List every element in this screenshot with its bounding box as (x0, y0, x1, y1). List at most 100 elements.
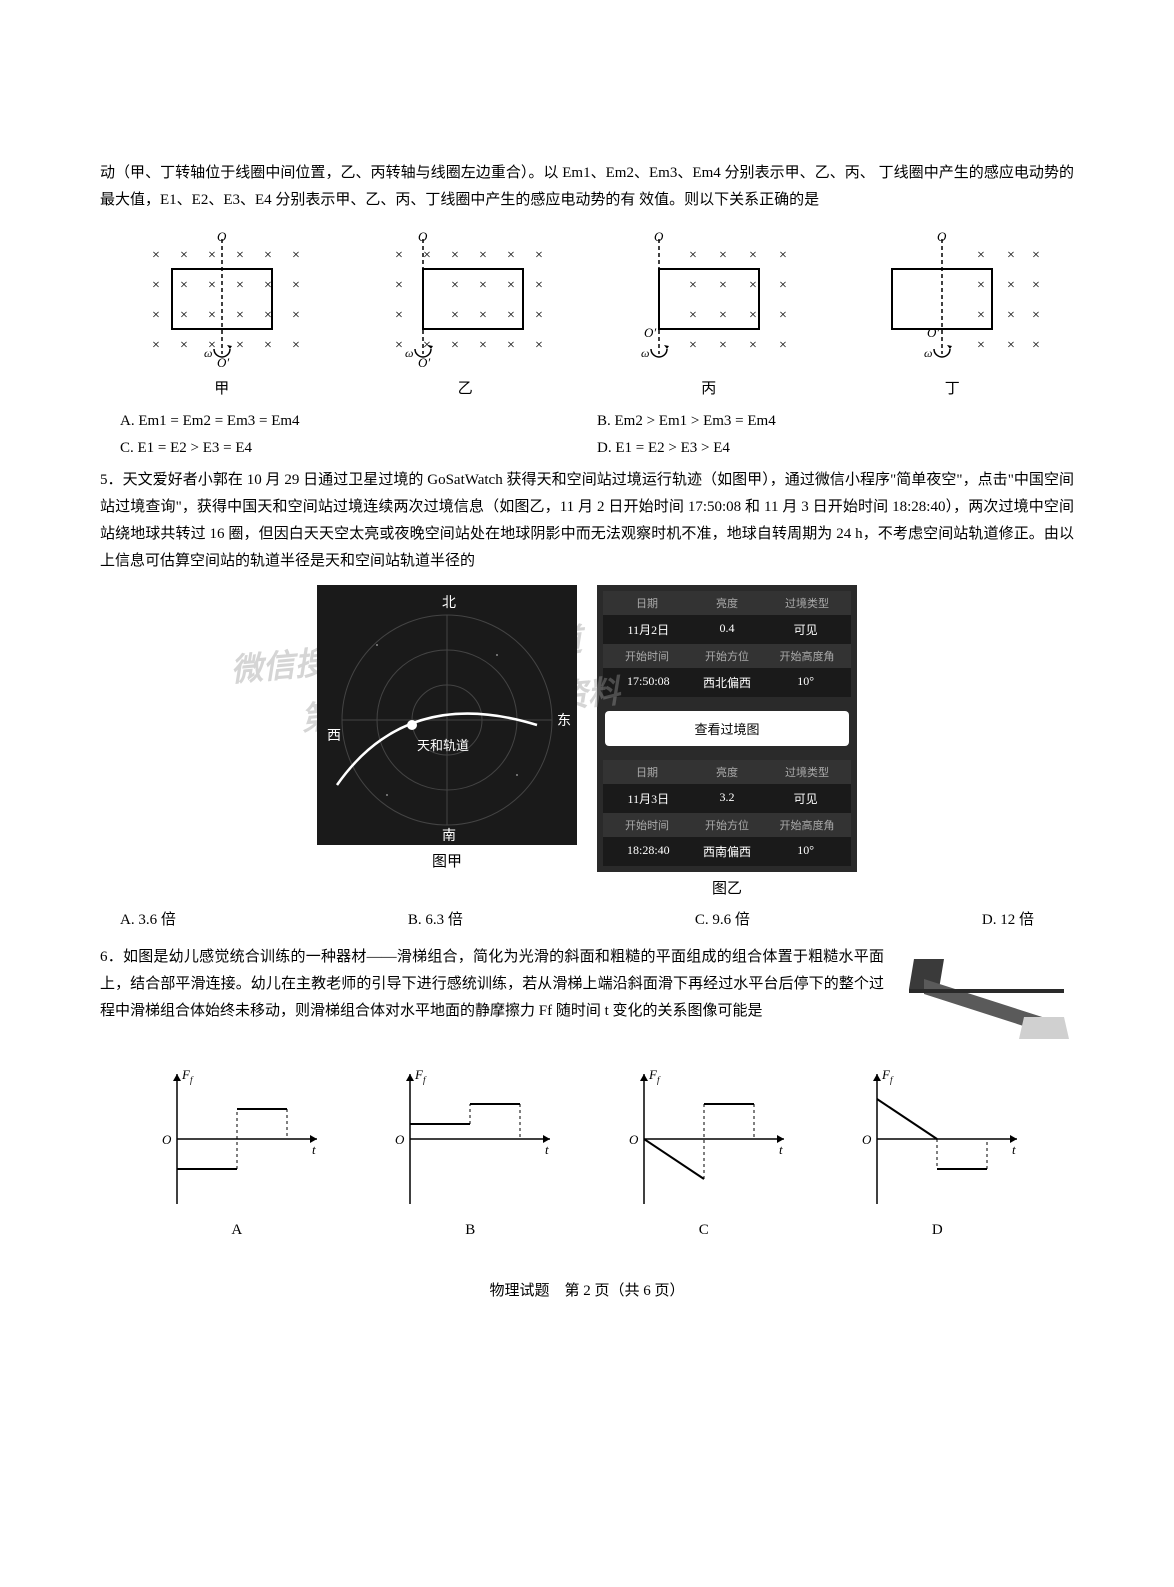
svg-text:f: f (890, 1075, 894, 1085)
svg-text:×: × (779, 338, 787, 353)
graph-d-svg: O Ff t (847, 1064, 1027, 1214)
svg-text:×: × (236, 278, 244, 293)
graph-c-label: C (699, 1222, 709, 1239)
svg-text:×: × (719, 308, 727, 323)
svg-text:×: × (479, 248, 487, 263)
svg-text:×: × (1032, 338, 1040, 353)
svg-text:t: t (312, 1142, 316, 1157)
svg-text:×: × (292, 338, 300, 353)
svg-text:×: × (1007, 248, 1015, 263)
graph-c: O Ff t C (614, 1064, 794, 1239)
svg-text:×: × (152, 338, 160, 353)
svg-text:ω: ω (405, 346, 413, 360)
svg-text:×: × (689, 338, 697, 353)
table4-header: 开始时间 开始方位 开始高度角 (603, 813, 851, 837)
svg-text:×: × (719, 338, 727, 353)
svg-text:O: O (162, 1132, 172, 1147)
svg-text:×: × (719, 278, 727, 293)
data-tables: 日期 亮度 过境类型 11月2日 0.4 可见 开始时间 开始方位 开始高度角 (597, 585, 857, 872)
q6-text: 6．如图是幼儿感觉统合训练的一种器材——滑梯组合，简化为光滑的斜面和粗糙的平面组… (100, 944, 884, 1049)
graph-b: O Ff t B (380, 1064, 560, 1239)
graph-b-label: B (465, 1222, 475, 1239)
svg-text:O′: O′ (644, 325, 656, 340)
svg-text:×: × (749, 338, 757, 353)
svg-text:×: × (1007, 338, 1015, 353)
q5-opt-d: D. 12 倍 (982, 908, 1034, 929)
graph-a-svg: O Ff t (147, 1064, 327, 1214)
svg-text:×: × (292, 308, 300, 323)
svg-text:西: 西 (327, 729, 341, 744)
svg-text:×: × (689, 308, 697, 323)
caption-yi: 图乙 (712, 877, 742, 898)
svg-text:×: × (264, 338, 272, 353)
svg-text:×: × (264, 308, 272, 323)
satellite-section: 北 南 东 西 天和轨道 图甲 日期 亮度 过境类型 (100, 585, 1074, 898)
svg-text:f: f (423, 1075, 427, 1085)
svg-text:t: t (1012, 1142, 1016, 1157)
svg-text:×: × (451, 248, 459, 263)
q5-text: 5．天文爱好者小郭在 10 月 29 日通过卫星过境的 GoSatWatch 获… (100, 467, 1074, 575)
svg-text:×: × (977, 308, 985, 323)
svg-text:×: × (264, 278, 272, 293)
q4-opt-c: C. E1 = E2 > E3 = E4 (120, 435, 597, 462)
svg-text:×: × (779, 248, 787, 263)
q5-options: A. 3.6 倍 B. 6.3 倍 C. 9.6 倍 D. 12 倍 (120, 908, 1034, 929)
diagram-yi: ×××××× ×× ××× ×× ××× ×××××× O O′ ω 乙 (375, 229, 555, 398)
label-bing: 丙 (701, 377, 716, 398)
svg-text:×: × (395, 338, 403, 353)
table2-header: 开始时间 开始方位 开始高度角 (603, 644, 851, 668)
svg-text:×: × (749, 248, 757, 263)
svg-text:×: × (180, 338, 188, 353)
svg-text:O: O (937, 229, 947, 244)
svg-text:f: f (657, 1075, 661, 1085)
view-transit-button[interactable]: 查看过境图 (605, 711, 849, 746)
svg-text:ω: ω (641, 346, 649, 360)
svg-text:天和轨道: 天和轨道 (417, 738, 469, 753)
svg-text:×: × (264, 248, 272, 263)
svg-text:×: × (208, 308, 216, 323)
svg-text:北: 北 (442, 595, 456, 611)
table2-row: 17:50:08 西北偏西 10° (603, 668, 851, 697)
graph-c-svg: O Ff t (614, 1064, 794, 1214)
svg-text:×: × (479, 308, 487, 323)
q4-opt-b: B. Em2 > Em1 > Em3 = Em4 (597, 408, 1074, 435)
svg-text:×: × (423, 248, 431, 263)
graph-d: O Ff t D (847, 1064, 1027, 1239)
page-content: 动（甲、丁转轴位于线圈中间位置，乙、丙转轴与线圈左边重合）。以 Em1、Em2、… (0, 0, 1174, 1360)
diagram-ding: ××× ××× ××× ××× O O′ ω 丁 (862, 229, 1042, 398)
svg-text:×: × (152, 278, 160, 293)
graph-b-svg: O Ff t (380, 1064, 560, 1214)
svg-text:O: O (418, 229, 428, 244)
svg-text:×: × (507, 338, 515, 353)
diagram-yi-svg: ×××××× ×× ××× ×× ××× ×××××× O O′ ω (375, 229, 555, 369)
graph-a-label: A (231, 1222, 242, 1239)
svg-text:×: × (977, 248, 985, 263)
q5-opt-a: A. 3.6 倍 (120, 908, 176, 929)
svg-text:ω: ω (924, 346, 932, 360)
svg-text:×: × (208, 248, 216, 263)
graph-a: O Ff t A (147, 1064, 327, 1239)
svg-text:×: × (977, 278, 985, 293)
svg-text:×: × (689, 248, 697, 263)
q6-graphs: O Ff t A O Ff t (120, 1064, 1054, 1239)
table1-header: 日期 亮度 过境类型 (603, 591, 851, 615)
svg-text:×: × (479, 278, 487, 293)
svg-text:t: t (779, 1142, 783, 1157)
table3-header: 日期 亮度 过境类型 (603, 760, 851, 784)
table4-row: 18:28:40 西南偏西 10° (603, 837, 851, 866)
coil-diagrams: × × × × × × × × × × × × × × × × × × × × × × × × O O′ ω 甲 (100, 229, 1074, 398)
svg-text:×: × (689, 278, 697, 293)
svg-text:×: × (535, 308, 543, 323)
svg-text:O: O (862, 1132, 872, 1147)
svg-text:×: × (236, 338, 244, 353)
svg-text:×: × (180, 278, 188, 293)
table3-row: 11月3日 3.2 可见 (603, 784, 851, 813)
label-jia: 甲 (214, 377, 229, 398)
svg-text:×: × (507, 248, 515, 263)
svg-text:×: × (180, 248, 188, 263)
svg-text:×: × (236, 248, 244, 263)
diagram-jia: ×××××× ×× ×××× ×× ×××× ×××××× O O′ ω 甲 (132, 229, 312, 398)
svg-text:t: t (545, 1142, 549, 1157)
diagram-bing-svg: ×××× ×××× ×××× ×××× O O′ ω (619, 229, 799, 369)
intro-line1: 动（甲、丁转轴位于线圈中间位置，乙、丙转轴与线圈左边重合）。以 Em1、Em2、… (100, 165, 875, 181)
